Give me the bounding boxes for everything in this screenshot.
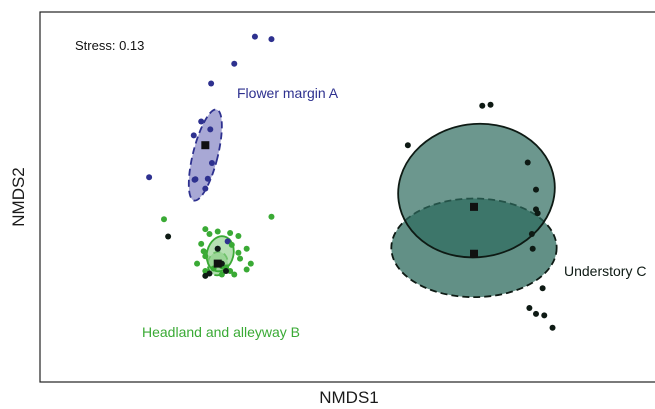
point-headland-and-alleyway-b bbox=[237, 255, 244, 262]
point-understory-c bbox=[479, 102, 486, 109]
point-headland-and-alleyway-b bbox=[243, 266, 250, 273]
point-headland-and-alleyway-b bbox=[198, 240, 205, 247]
point-flower-margin-a bbox=[208, 159, 215, 166]
points-layer bbox=[146, 33, 556, 331]
point-flower-margin-a bbox=[190, 132, 197, 139]
stress-annotation: Stress: 0.13 bbox=[75, 38, 144, 53]
plot-frame bbox=[39, 11, 655, 383]
ellipse-understory-c bbox=[397, 122, 556, 259]
point-understory-c bbox=[533, 310, 539, 317]
point-understory-c bbox=[526, 305, 533, 311]
centroids-layer bbox=[201, 141, 478, 268]
point-headland-and-alleyway-b bbox=[194, 260, 201, 267]
point-headland-and-alleyway-b bbox=[214, 228, 221, 235]
point-headland-and-alleyway-b bbox=[227, 230, 234, 237]
labels-layer: Flower margin A Headland and alleyway B … bbox=[142, 85, 646, 340]
point-headland-and-alleyway-b bbox=[200, 248, 207, 255]
point-understory-c bbox=[487, 101, 494, 108]
centroid-headland-and-alleyway-b bbox=[213, 259, 222, 268]
point-flower-margin-a bbox=[224, 238, 231, 245]
point-headland-and-alleyway-b bbox=[228, 241, 235, 248]
point-headland-and-alleyway-b bbox=[243, 245, 250, 252]
group-label-understory-c: Understory C bbox=[564, 263, 646, 279]
point-flower-margin-a bbox=[192, 176, 199, 183]
y-axis-title: NMDS2 bbox=[9, 167, 28, 227]
point-understory-c bbox=[534, 210, 541, 217]
point-understory-c bbox=[529, 245, 536, 252]
x-axis-title: NMDS1 bbox=[319, 388, 379, 407]
point-headland-and-alleyway-b bbox=[227, 268, 234, 274]
point-understory-c bbox=[539, 285, 546, 292]
point-headland-and-alleyway-b bbox=[218, 271, 225, 278]
point-understory-c bbox=[528, 231, 535, 237]
point-headland-and-alleyway-b bbox=[202, 226, 209, 233]
point-headland-and-alleyway-b bbox=[202, 253, 209, 260]
point-headland-and-alleyway-b bbox=[206, 231, 213, 237]
centroid-understory-c bbox=[470, 202, 478, 211]
point-headland-and-alleyway-b bbox=[268, 213, 275, 220]
point-understory-c bbox=[533, 186, 539, 193]
point-headland-and-alleyway-b bbox=[231, 271, 238, 278]
ellipses-layer bbox=[187, 108, 558, 299]
point-understory-c bbox=[524, 159, 531, 166]
point-flower-margin-a bbox=[231, 60, 238, 67]
point-understory-c bbox=[165, 233, 172, 240]
point-understory-c bbox=[404, 142, 411, 149]
point-headland-and-alleyway-b bbox=[235, 232, 242, 239]
group-label-flower-margin-a: Flower margin A bbox=[237, 85, 339, 101]
ellipse-headland-and-alleyway-b bbox=[205, 235, 235, 273]
centroid-understory-c-secondary bbox=[470, 249, 478, 258]
point-flower-margin-a bbox=[146, 174, 153, 181]
point-flower-margin-a bbox=[198, 118, 205, 125]
point-understory-c bbox=[549, 324, 556, 331]
centroid-flower-margin-a bbox=[201, 141, 210, 150]
point-understory-c bbox=[214, 245, 221, 252]
point-headland-and-alleyway-b bbox=[247, 260, 254, 267]
point-flower-margin-a bbox=[251, 33, 258, 40]
point-understory-c bbox=[206, 270, 213, 277]
point-headland-and-alleyway-b bbox=[161, 216, 167, 223]
group-label-headland-and-alleyway-b: Headland and alleyway B bbox=[142, 324, 300, 340]
point-flower-margin-a bbox=[204, 175, 211, 182]
point-understory-c bbox=[223, 268, 229, 274]
point-understory-c bbox=[541, 312, 548, 319]
point-flower-margin-a bbox=[268, 36, 275, 43]
point-flower-margin-a bbox=[207, 126, 214, 133]
point-headland-and-alleyway-b bbox=[235, 249, 242, 256]
point-flower-margin-a bbox=[208, 80, 215, 87]
point-flower-margin-a bbox=[202, 185, 209, 192]
